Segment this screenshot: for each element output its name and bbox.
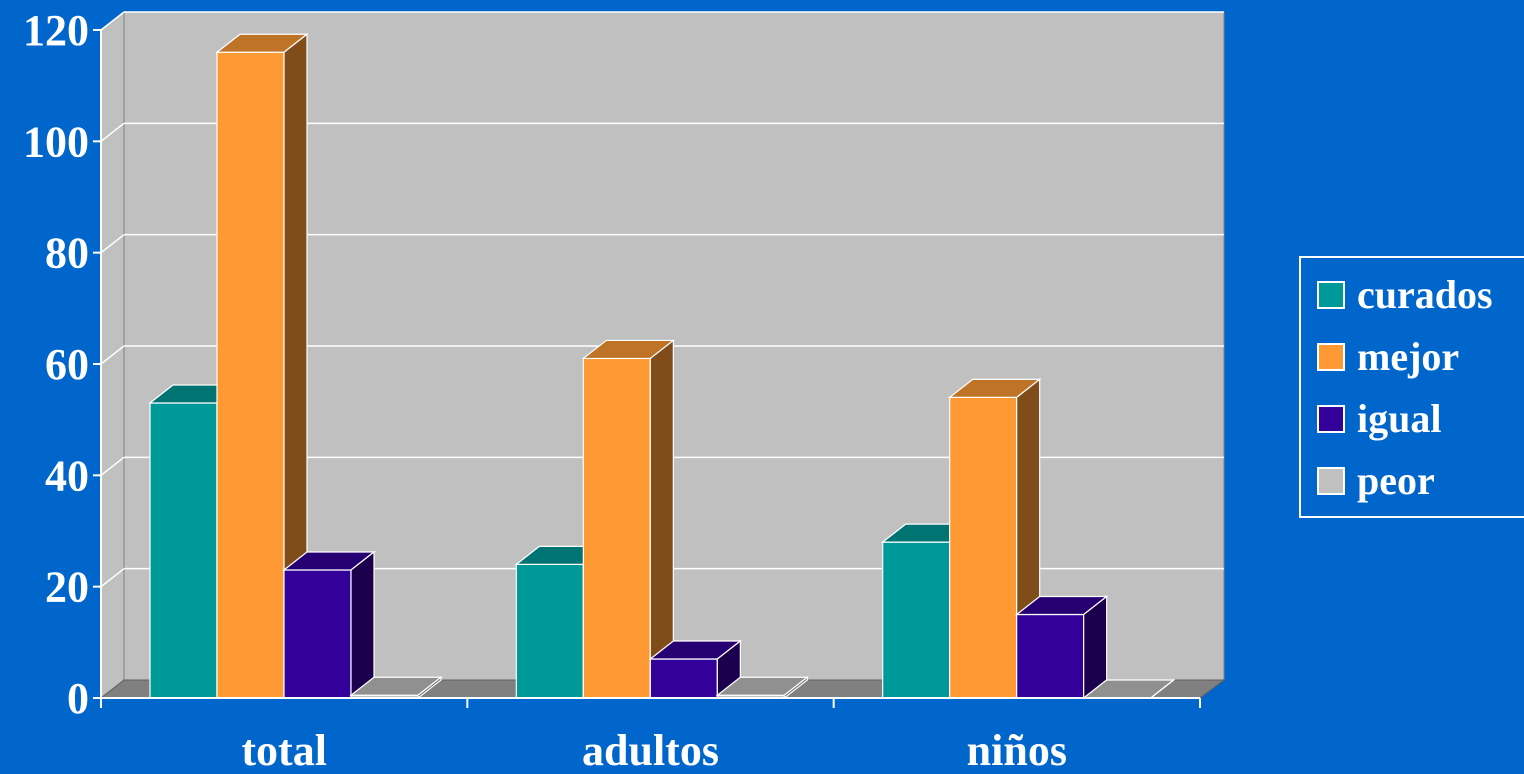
- bar-front: [582, 357, 651, 699]
- bar-front: [949, 396, 1018, 699]
- bar-side: [350, 550, 375, 700]
- gridline-side: [100, 568, 125, 588]
- legend-swatch-curados: [1317, 281, 1345, 309]
- x-tick-label: total: [241, 726, 327, 774]
- bar-peor-adultos: [715, 675, 810, 700]
- y-tick-label: 40: [45, 451, 89, 500]
- bar-side: [1150, 679, 1175, 699]
- x-tick-label: adultos: [582, 726, 719, 774]
- legend-item-curados: curados: [1317, 270, 1493, 320]
- bar-front: [882, 541, 951, 699]
- legend-swatch-peor: [1317, 467, 1345, 495]
- legend-item-mejor: mejor: [1317, 332, 1459, 382]
- y-tick-label: 80: [45, 229, 89, 278]
- gridline-side: [100, 345, 125, 365]
- bar-front: [283, 569, 352, 699]
- y-tick-label: 60: [45, 340, 89, 389]
- bar-front: [515, 563, 584, 699]
- y-tick-labels: 0 20 40 60 80 100 120: [23, 6, 89, 723]
- bar-front: [649, 658, 718, 699]
- gridline-side: [100, 456, 125, 476]
- bar-front: [149, 402, 218, 699]
- axes: [93, 29, 1201, 708]
- legend-label: mejor: [1357, 334, 1460, 379]
- x-tick-labels: total adultos niños: [241, 726, 1067, 774]
- bar-igual-total: [282, 550, 376, 700]
- bar-front: [216, 51, 285, 699]
- y-tick-label: 120: [23, 6, 89, 55]
- y-tick-label: 20: [45, 563, 89, 612]
- legend-label: curados: [1357, 272, 1493, 317]
- bars: [148, 33, 1176, 700]
- legend-item-peor: peor: [1317, 456, 1435, 506]
- bar-igual-niños: [1014, 595, 1109, 700]
- bar-peor-niños: [1081, 679, 1176, 699]
- gridline-side: [100, 122, 125, 142]
- legend-item-igual: igual: [1317, 394, 1441, 444]
- legend-swatch-mejor: [1317, 343, 1345, 371]
- x-tick-label: niños: [967, 726, 1067, 774]
- legend-swatch-igual: [1317, 405, 1345, 433]
- legend-label: igual: [1357, 396, 1442, 441]
- gridline-side: [100, 11, 125, 31]
- legend: curados mejor igual peor: [1299, 256, 1524, 518]
- bar-front: [1016, 613, 1085, 699]
- y-tick-label: 100: [23, 117, 89, 166]
- y-tick-label: 0: [67, 674, 89, 723]
- legend-label: peor: [1357, 458, 1435, 503]
- gridline-side: [100, 234, 125, 254]
- bar-mejor-adultos: [581, 339, 676, 700]
